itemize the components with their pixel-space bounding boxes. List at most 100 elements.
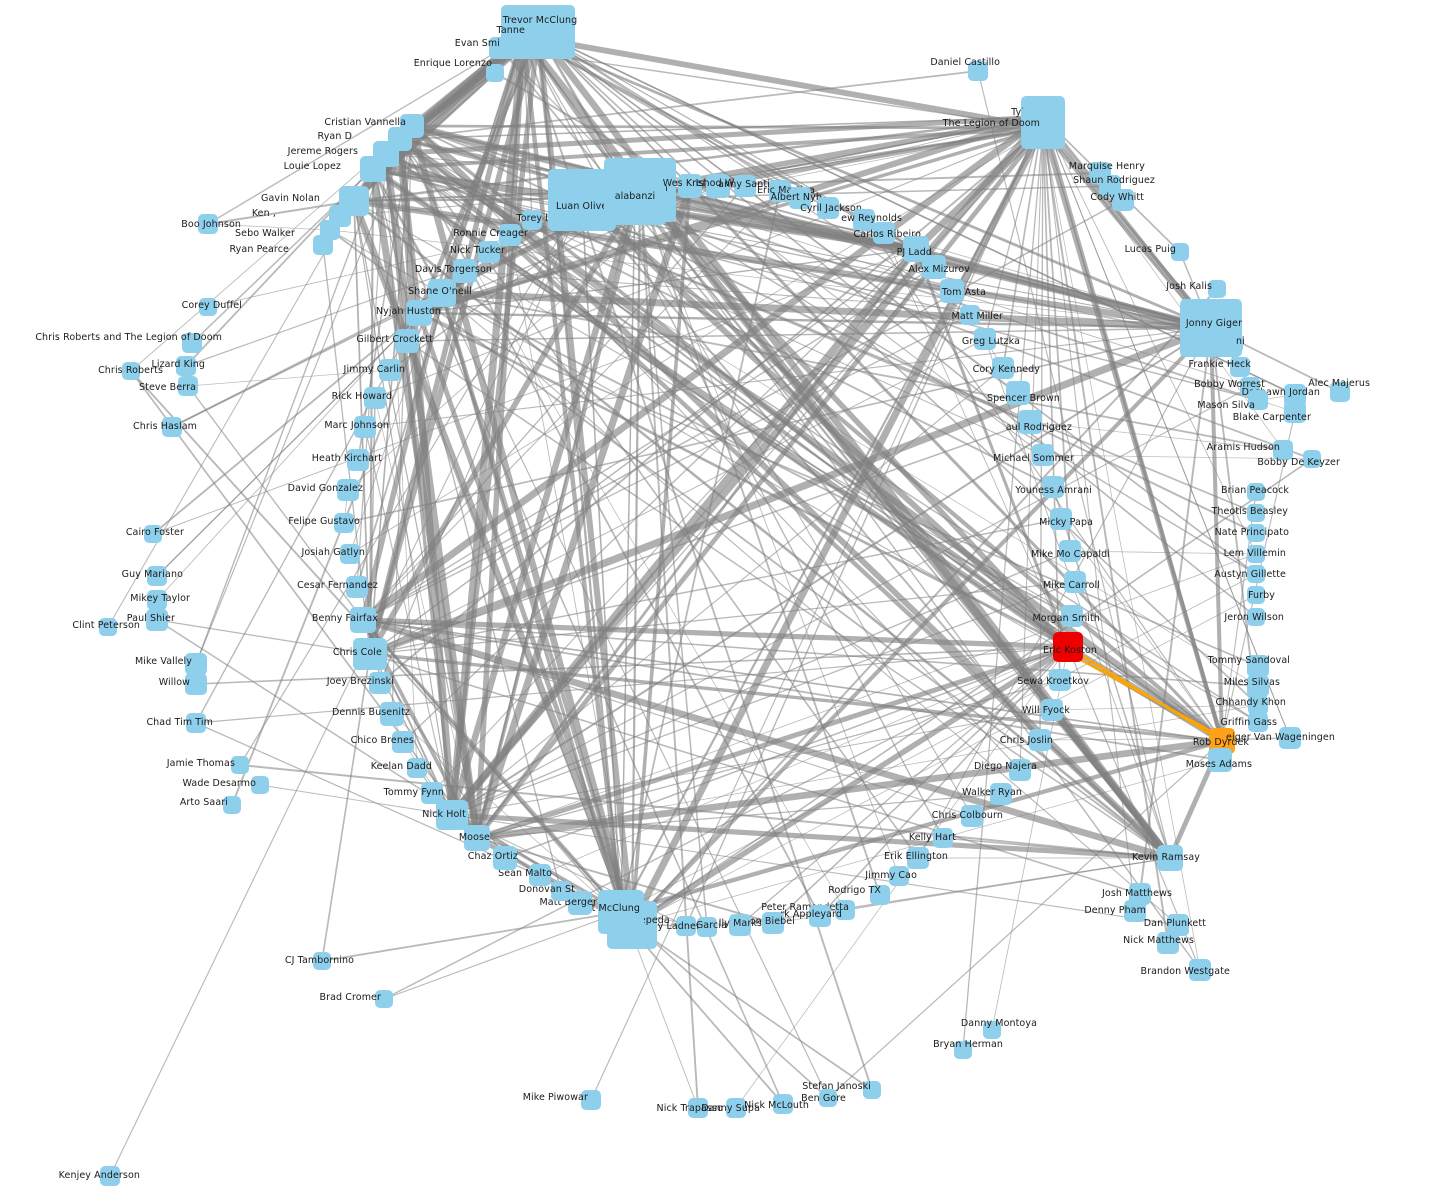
graph-node-cory-kennedy[interactable] [992,357,1014,379]
graph-node-micky-papa[interactable] [1050,508,1072,530]
graph-node-chris-roberts-legion[interactable] [182,333,202,353]
graph-node-rick-howard[interactable] [364,387,386,409]
graph-node-moses-adams[interactable] [1208,748,1232,772]
graph-node-danny-garcia[interactable] [697,917,717,937]
graph-node-kenjey-anderson[interactable] [100,1166,120,1186]
graph-node-morgan-smith[interactable] [1061,605,1083,627]
graph-node-danny-montoya[interactable] [983,1021,1001,1039]
graph-node-josh-kalis[interactable] [1208,280,1226,298]
graph-node-theotis-beasley[interactable] [1247,504,1265,522]
graph-node-peter-ramondetta[interactable] [835,900,855,920]
graph-node-nate-principato[interactable] [1247,524,1265,542]
graph-node-cairo-foster[interactable] [144,525,162,543]
graph-node-albert-nyberg[interactable] [789,187,811,209]
graph-node-chris-joslin[interactable] [1029,729,1051,751]
graph-node-wade-desarmo[interactable] [251,776,269,794]
graph-node-nick-trapasso[interactable] [688,1098,708,1118]
graph-node-chris-cole[interactable] [353,638,387,670]
graph-node-joey-ladner[interactable] [676,916,696,936]
graph-node-donovan-st[interactable] [551,881,571,901]
graph-node-steve-berra[interactable] [178,376,198,396]
graph-node-kelly-hart[interactable] [933,828,953,848]
graph-node-brandon-westgate[interactable] [1189,959,1211,981]
graph-node-chhandy-khon[interactable] [1248,695,1268,715]
graph-node-cody-whitt[interactable] [1112,189,1134,211]
graph-node-mikey-taylor[interactable] [147,590,167,610]
graph-node-diego-najera[interactable] [1009,759,1031,781]
graph-node-matt-berger[interactable] [568,891,592,915]
graph-node-chad-tim-tim[interactable] [186,713,206,733]
graph-node-denny-pham[interactable] [1124,900,1146,922]
graph-node-david-gonzalez[interactable] [337,479,359,501]
graph-node-eric-koston[interactable] [1053,632,1083,662]
graph-node-guy-mariano[interactable] [147,566,167,586]
graph-node-clint-peterson[interactable] [99,618,117,636]
graph-node-matt-miller[interactable] [960,305,980,325]
graph-node-chris-roberts[interactable] [122,362,140,380]
graph-node-rodrigo-tx[interactable] [870,885,890,905]
graph-node-eric-martina[interactable] [769,180,791,202]
graph-node-billy-marks[interactable] [729,914,751,936]
graph-node-cj-tambornino[interactable] [313,952,331,970]
graph-node-brandon-biebel[interactable] [762,912,784,934]
graph-node-aramis-hudson[interactable] [1273,440,1293,460]
graph-node-miles-silvas[interactable] [1247,675,1269,697]
graph-node-cyril-jackson[interactable] [817,197,839,219]
graph-node-arto-saari[interactable] [223,796,241,814]
graph-node-josh-matthews[interactable] [1129,883,1151,905]
graph-node-greg-lutzka[interactable] [974,328,996,350]
graph-node-gilbert-crockett[interactable] [395,329,419,353]
graph-node-youness-amrani[interactable] [1042,476,1064,498]
graph-node-brian-peacock[interactable] [1247,483,1265,501]
graph-node-furby[interactable] [1247,586,1265,604]
graph-node-dan-plunkett[interactable] [1167,914,1189,936]
graph-node-joey-brezinski[interactable] [369,672,391,694]
graph-node-lizard-king[interactable] [176,356,196,376]
graph-node-michael-sommer[interactable] [1032,444,1054,466]
graph-node-carlos-ribeiro[interactable] [873,222,895,244]
graph-node-dennis-busenitz[interactable] [380,702,404,726]
graph-node-andrew-reynolds[interactable] [853,209,875,231]
graph-node-sewa-kroetkov[interactable] [1049,669,1071,691]
graph-node-trent-mcclung[interactable] [598,890,644,934]
graph-node-austyn-gillette[interactable] [1247,565,1265,583]
graph-node-mason-silva[interactable] [1248,390,1268,410]
graph-node-bobby-de-keyzer[interactable] [1303,450,1321,468]
graph-node-jimmy-carlin[interactable] [379,359,401,381]
graph-node-paul-shier[interactable] [146,609,168,631]
graph-node-alec-majerus[interactable] [1330,382,1350,402]
graph-node-tanner[interactable] [509,23,537,49]
graph-node-will-fyock[interactable] [1041,699,1063,721]
graph-node-heath-kirchart[interactable] [347,449,369,471]
graph-node-legion-of-doom[interactable] [1021,107,1065,149]
graph-node-griffin-gass[interactable] [1248,712,1268,732]
graph-node-erik-ellington[interactable] [907,847,929,869]
graph-node-tom-asta[interactable] [940,279,964,303]
graph-node-keelan-dadd[interactable] [407,758,427,778]
graph-node-felipe-gustavo[interactable] [334,513,354,533]
graph-node-mike-mo-capaldi[interactable] [1059,540,1081,562]
graph-node-daniel-castillo[interactable] [968,61,988,81]
graph-node-nick-mclouth[interactable] [773,1094,793,1114]
graph-node-blake-carpenter[interactable] [1284,401,1306,423]
graph-node-torey-l[interactable] [522,210,542,230]
graph-node-frankie-heck[interactable] [1230,357,1250,377]
graph-node-brad-cromer[interactable] [375,990,393,1008]
graph-node-shane-oneill[interactable] [428,279,456,307]
graph-node-chris-colbourn[interactable] [961,805,983,827]
graph-node-spencer-brown[interactable] [1006,381,1030,405]
graph-node-jamie-thomas[interactable] [231,756,249,774]
graph-node-josiah-gatlyn[interactable] [340,544,360,564]
graph-node-walker-ryan[interactable] [990,783,1012,805]
graph-node-bryan-herman[interactable] [954,1041,972,1059]
graph-node-danny-supa[interactable] [726,1098,746,1118]
graph-node-geiger-van-wageningen[interactable] [1279,727,1301,749]
graph-node-zion-balabanzi[interactable] [604,171,666,225]
graph-node-marc-johnson[interactable] [354,416,376,438]
graph-node-boo-johnson[interactable] [198,214,218,234]
graph-node-nyjah-huston[interactable] [406,300,432,326]
graph-node-evan-smith[interactable] [489,37,511,59]
graph-node-manny-santiago[interactable] [734,175,756,197]
graph-node-lem-villemin[interactable] [1247,545,1265,563]
